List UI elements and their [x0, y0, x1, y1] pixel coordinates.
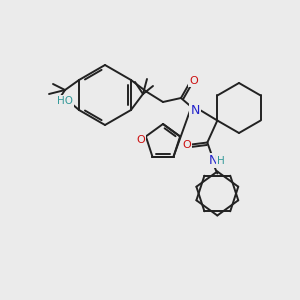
- Text: N: N: [208, 154, 218, 167]
- Text: N: N: [190, 103, 200, 116]
- Text: O: O: [190, 76, 198, 86]
- Text: HO: HO: [57, 96, 73, 106]
- Text: O: O: [182, 140, 191, 151]
- Text: H: H: [218, 155, 225, 166]
- Text: O: O: [136, 135, 145, 146]
